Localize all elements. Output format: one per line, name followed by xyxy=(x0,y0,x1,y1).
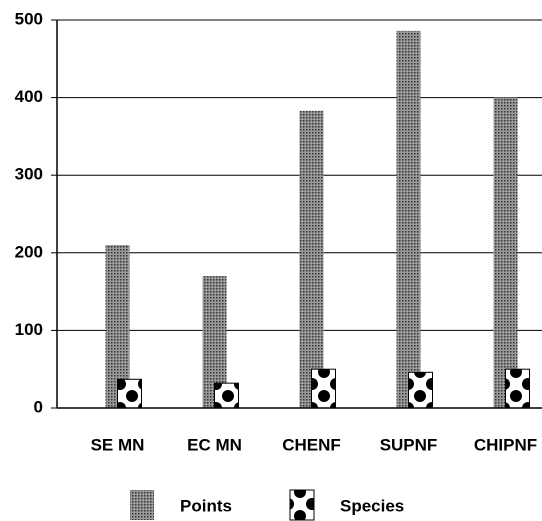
legend-label: Species xyxy=(340,496,404,515)
bar xyxy=(408,371,433,409)
x-tick-label: CHIPNF xyxy=(474,435,537,454)
x-tick-label: EC MN xyxy=(187,435,242,454)
legend-swatch xyxy=(130,490,154,520)
bar xyxy=(493,97,518,408)
y-tick-label: 0 xyxy=(34,397,43,416)
bar xyxy=(505,368,530,409)
legend-swatch xyxy=(289,489,315,521)
y-tick-label: 300 xyxy=(15,165,43,184)
x-tick-label: CHENF xyxy=(282,435,341,454)
bar xyxy=(117,378,142,409)
bar xyxy=(299,110,324,409)
bar xyxy=(396,30,421,408)
y-tick-label: 200 xyxy=(15,242,43,261)
legend-label: Points xyxy=(180,496,232,515)
x-tick-label: SUPNF xyxy=(380,435,438,454)
x-tick-label: SE MN xyxy=(91,435,145,454)
y-tick-label: 400 xyxy=(15,87,43,106)
bar xyxy=(311,368,336,409)
y-tick-label: 500 xyxy=(15,9,43,28)
bar xyxy=(214,382,239,409)
y-tick-label: 100 xyxy=(15,320,43,339)
